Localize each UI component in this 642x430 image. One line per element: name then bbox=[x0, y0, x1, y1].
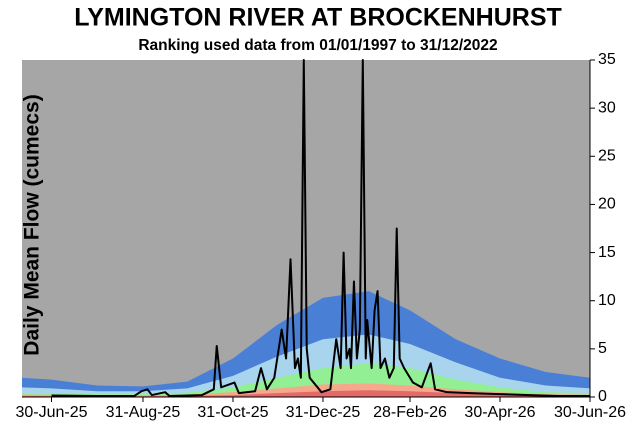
x-tick-label: 30-Jun-26 bbox=[554, 404, 626, 421]
ranking-band bbox=[22, 363, 590, 397]
chart-subtitle: Ranking used data from 01/01/1997 to 31/… bbox=[138, 37, 497, 54]
plot-area bbox=[22, 59, 590, 398]
flow-line bbox=[51, 59, 590, 398]
y-tick-label: 25 bbox=[598, 148, 616, 165]
y-tick-label: 20 bbox=[598, 196, 616, 213]
y-tick-label: 0 bbox=[598, 388, 607, 405]
ranking-band bbox=[22, 390, 590, 397]
x-tick-label: 30-Jun-25 bbox=[15, 404, 87, 421]
y-tick-label: 5 bbox=[598, 340, 607, 357]
y-tick-label: 35 bbox=[598, 51, 616, 68]
x-tick-label: 31-Oct-25 bbox=[197, 404, 268, 421]
y-tick-label: 10 bbox=[598, 292, 616, 309]
y-tick-label: 30 bbox=[598, 99, 616, 116]
y-tick-label: 15 bbox=[598, 244, 616, 261]
x-tick-label: 31-Aug-25 bbox=[106, 404, 181, 421]
x-tick-label: 30-Apr-26 bbox=[464, 404, 535, 421]
x-tick-label: 28-Feb-26 bbox=[373, 404, 447, 421]
chart-title: LYMINGTON RIVER AT BROCKENHURST bbox=[74, 4, 562, 32]
y-axis-title: Daily Mean Flow (cumecs) bbox=[21, 94, 44, 355]
x-tick-label: 31-Dec-25 bbox=[286, 404, 361, 421]
